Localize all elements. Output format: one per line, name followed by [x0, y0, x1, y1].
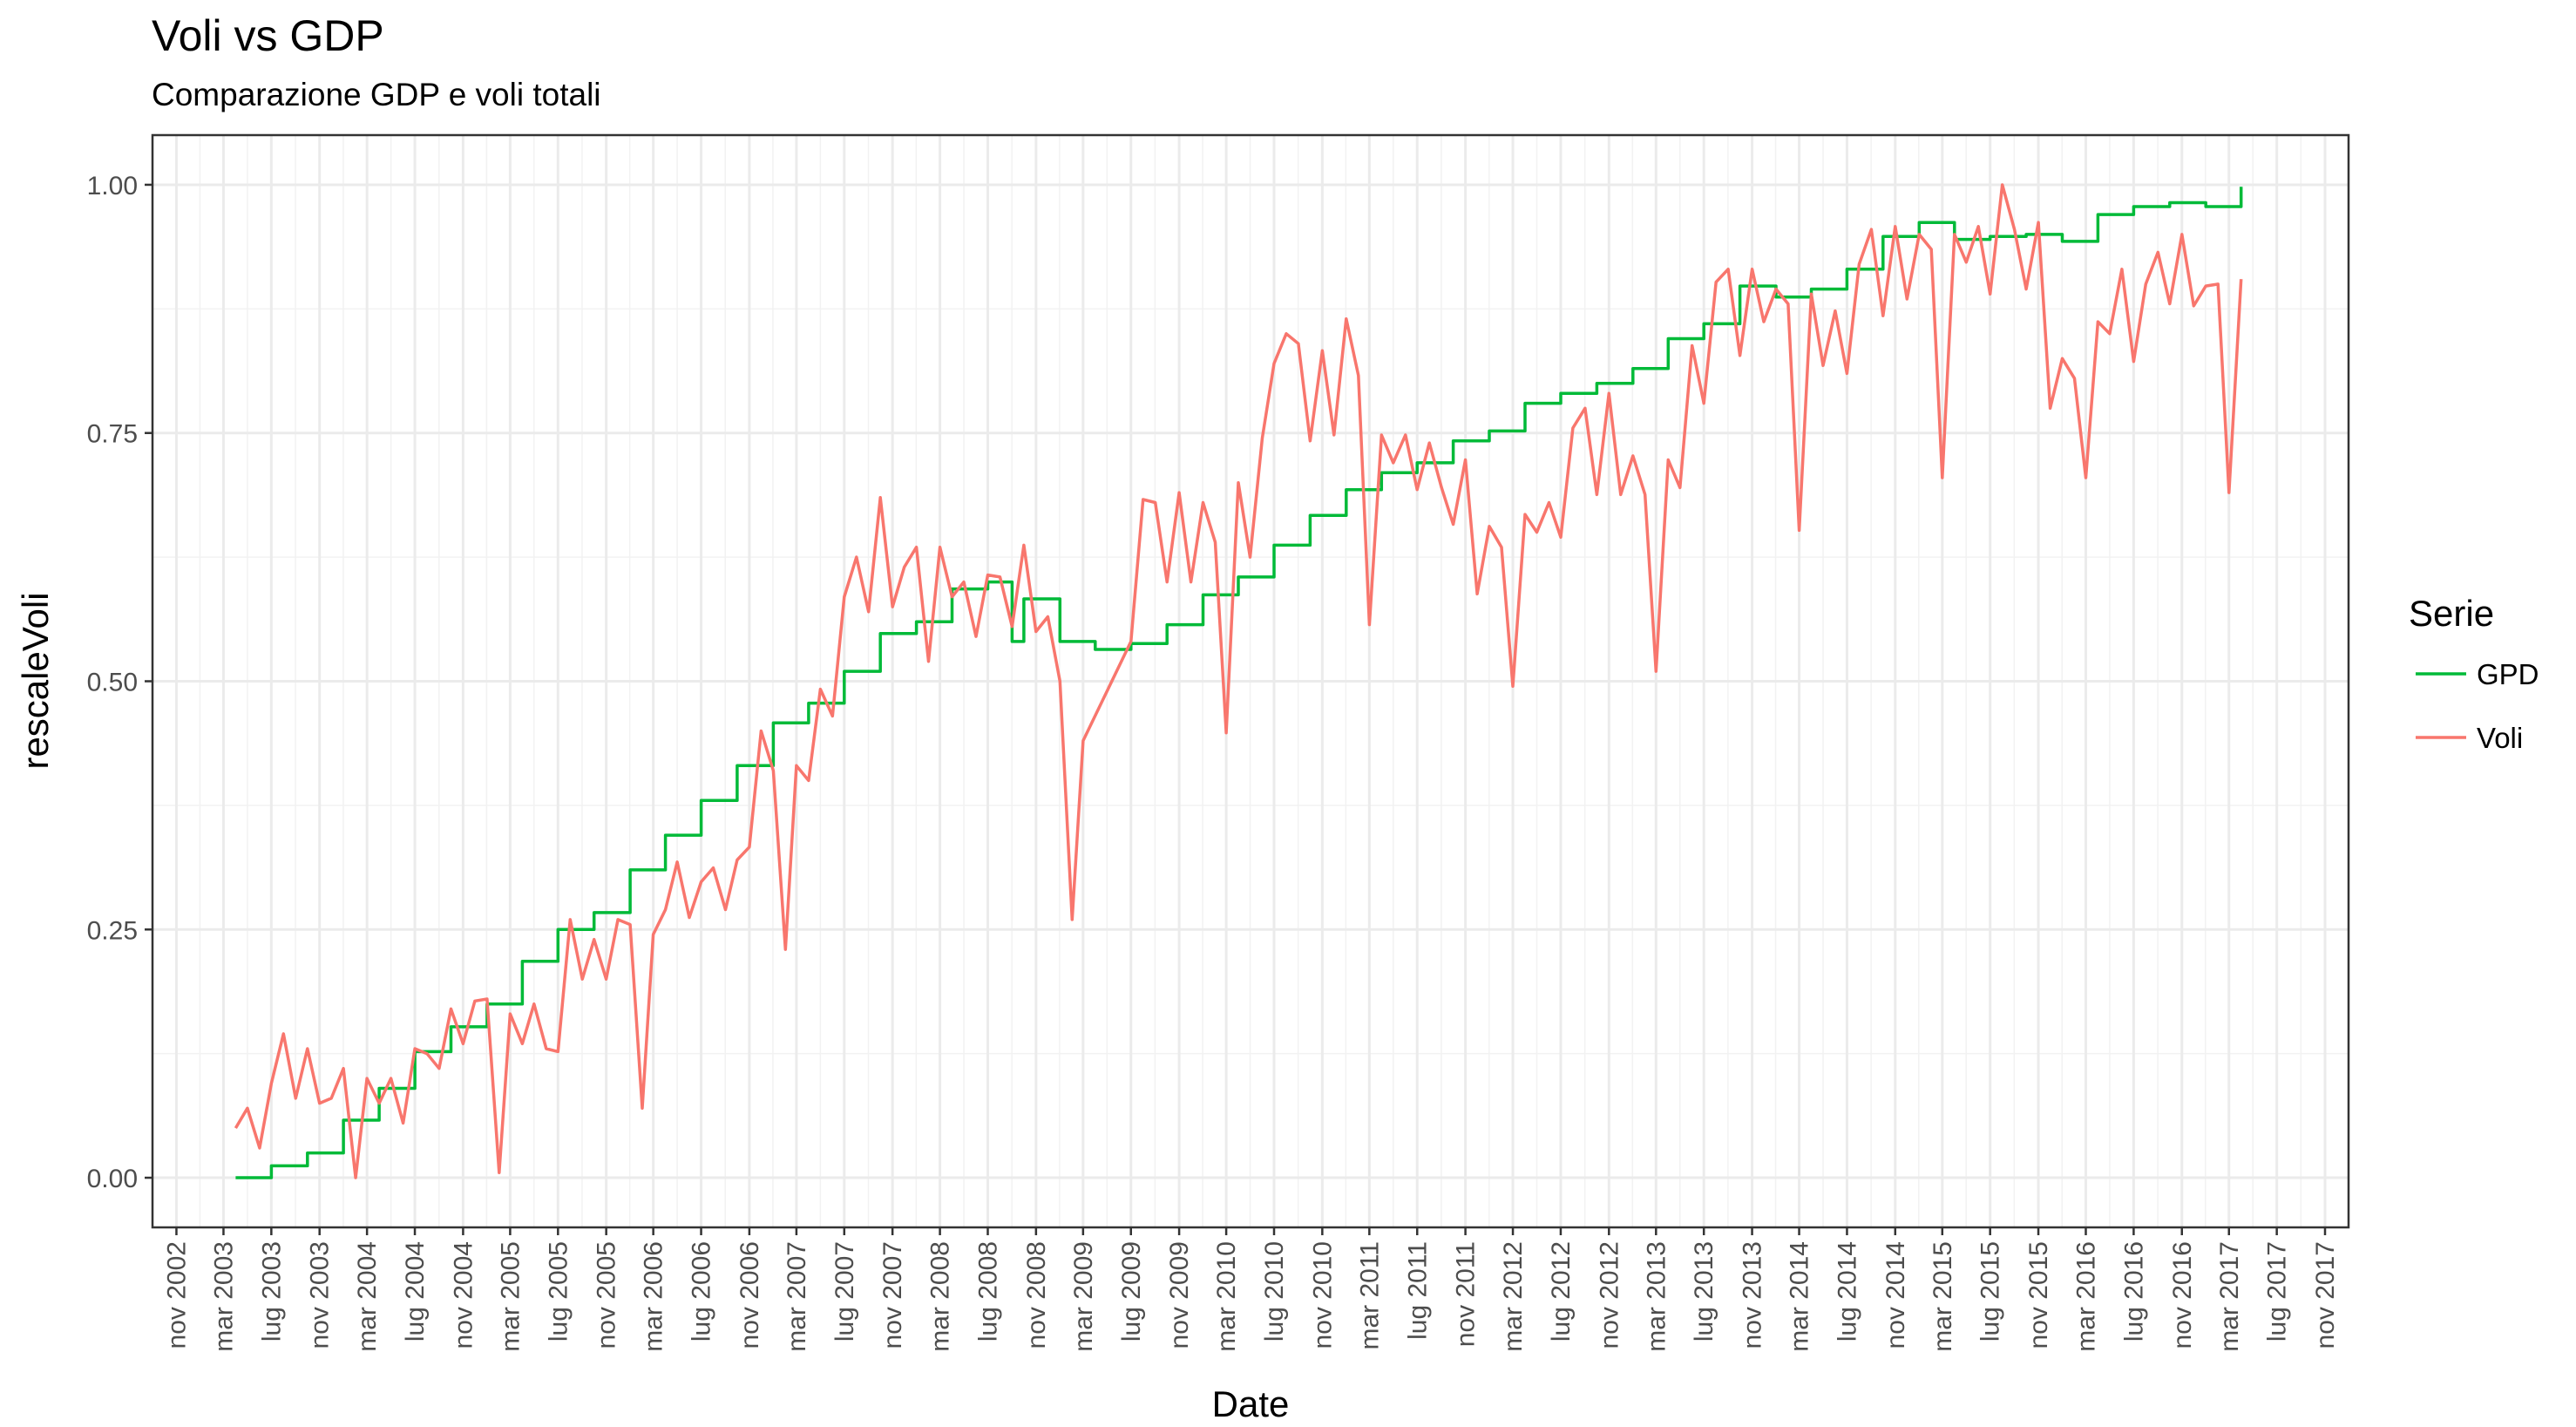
x-tick-label: lug 2006 [688, 1241, 716, 1342]
x-tick-label: nov 2015 [2024, 1241, 2053, 1349]
chart-subtitle: Comparazione GDP e voli totali [152, 77, 601, 112]
legend-label: Voli [2477, 722, 2523, 754]
x-tick-label: nov 2004 [449, 1241, 478, 1349]
x-tick-label: mar 2016 [2072, 1241, 2101, 1352]
x-tick-label: lug 2009 [1117, 1241, 1146, 1342]
legend-title: Serie [2409, 593, 2494, 634]
x-tick-label: lug 2004 [401, 1241, 430, 1342]
chart-title: Voli vs GDP [152, 11, 384, 60]
x-tick-label: mar 2011 [1355, 1241, 1384, 1350]
y-tick-label: 1.00 [87, 172, 138, 200]
x-tick-label: mar 2014 [1786, 1241, 1814, 1352]
x-tick-label: nov 2007 [878, 1241, 907, 1349]
x-tick-label: mar 2012 [1499, 1241, 1528, 1352]
x-tick-label: nov 2008 [1022, 1241, 1051, 1349]
x-tick-label: lug 2015 [1976, 1241, 2005, 1342]
x-tick-label: nov 2012 [1595, 1241, 1624, 1349]
x-tick-label: nov 2010 [1308, 1241, 1337, 1349]
y-tick-label: 0.50 [87, 669, 138, 697]
x-tick-label: mar 2005 [496, 1241, 525, 1352]
x-axis-title: Date [1212, 1383, 1290, 1424]
x-tick-label: lug 2007 [830, 1241, 859, 1342]
x-tick-label: lug 2014 [1833, 1241, 1861, 1342]
y-tick-label: 0.75 [87, 420, 138, 449]
series-layer [234, 183, 2243, 1179]
y-axis: 0.00 0.25 0.50 0.75 1.00 [87, 172, 153, 1193]
x-tick-label: mar 2004 [353, 1241, 382, 1352]
x-tick-label: nov 2002 [162, 1241, 191, 1349]
x-tick-label: nov 2016 [2168, 1241, 2197, 1349]
x-tick-label: lug 2012 [1547, 1241, 1576, 1342]
x-tick-label: lug 2003 [257, 1241, 286, 1342]
x-tick-label: mar 2007 [783, 1241, 811, 1352]
x-tick-label: nov 2011 [1452, 1241, 1481, 1347]
x-tick-label: nov 2005 [593, 1241, 621, 1349]
x-tick-label: lug 2013 [1690, 1241, 1718, 1342]
x-tick-label: nov 2003 [306, 1241, 335, 1349]
x-tick-label: nov 2006 [736, 1241, 764, 1349]
legend-label: GPD [2477, 658, 2539, 690]
x-tick-label: lug 2005 [544, 1241, 573, 1342]
x-axis: nov 2002 mar 2003 lug 2003 nov 2003 mar 2004… [162, 1227, 2340, 1352]
x-tick-label: nov 2013 [1739, 1241, 1767, 1349]
x-tick-label: mar 2006 [640, 1241, 668, 1352]
x-tick-label: nov 2009 [1165, 1241, 1194, 1349]
x-tick-label: mar 2009 [1069, 1241, 1098, 1352]
x-tick-label: nov 2017 [2311, 1241, 2340, 1349]
y-axis-title: rescaleVoli [15, 592, 56, 769]
x-tick-label: mar 2008 [926, 1241, 955, 1352]
x-tick-label: mar 2017 [2215, 1241, 2244, 1352]
grid-major [153, 135, 2349, 1227]
x-tick-label: lug 2016 [2119, 1241, 2148, 1342]
x-tick-label: mar 2003 [209, 1241, 238, 1352]
x-tick-label: mar 2015 [1929, 1241, 1957, 1352]
x-tick-label: mar 2010 [1212, 1241, 1241, 1352]
x-tick-label: lug 2011 [1403, 1241, 1432, 1340]
x-tick-label: mar 2013 [1642, 1241, 1671, 1352]
x-tick-label: lug 2008 [974, 1241, 1003, 1342]
series-line-voli [234, 183, 2243, 1179]
x-tick-label: lug 2010 [1260, 1241, 1289, 1342]
y-tick-label: 0.00 [87, 1165, 138, 1193]
x-tick-label: nov 2014 [1881, 1241, 1910, 1349]
x-tick-label: lug 2017 [2263, 1241, 2292, 1342]
legend: Serie GPD Voli [2409, 593, 2539, 754]
y-tick-label: 0.25 [87, 916, 138, 945]
